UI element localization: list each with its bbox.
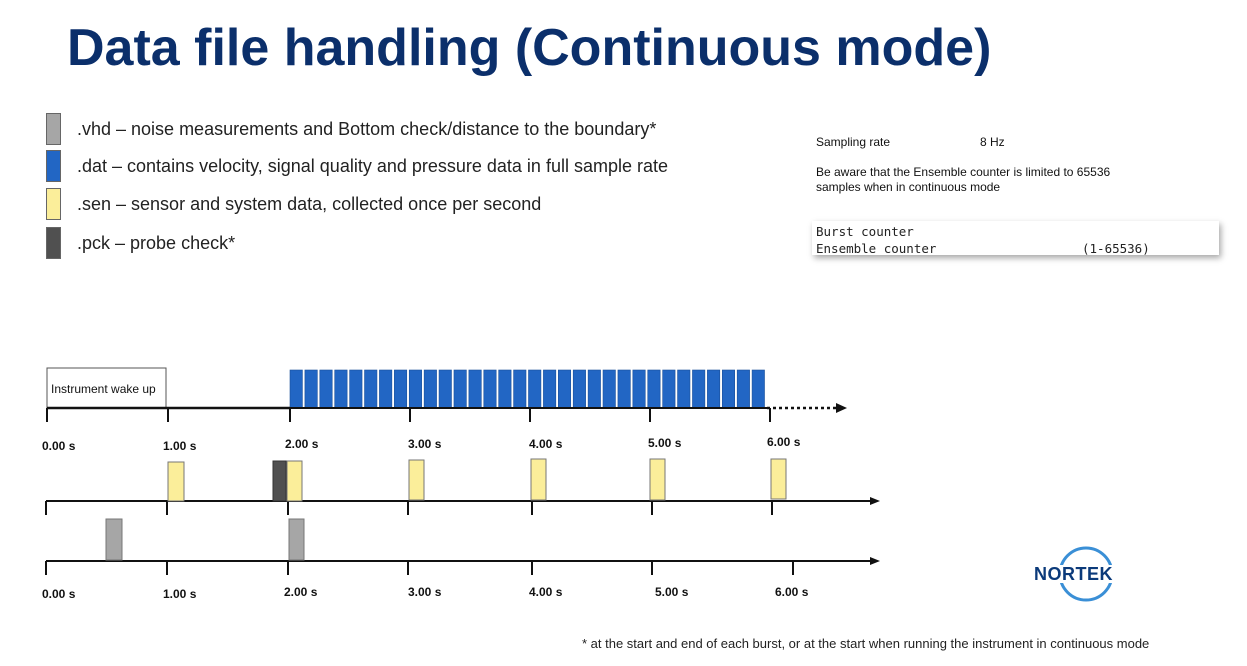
dat-block <box>334 369 348 409</box>
row2-arrowhead <box>870 497 880 505</box>
dat-block <box>647 369 661 409</box>
dat-block <box>364 369 378 409</box>
legend-item-pck: .pck – probe check* <box>46 227 235 259</box>
console-snippet: Burst counter Ensemble counter (1-65536) <box>812 221 1219 257</box>
legend-swatch-pck <box>46 227 61 259</box>
console-burst-counter: Burst counter <box>816 224 914 239</box>
dat-block <box>498 369 512 409</box>
console-ensemble-row: Ensemble counter (1-65536) <box>816 240 1215 257</box>
dat-block <box>602 369 616 409</box>
pck-block <box>272 460 287 502</box>
ensemble-note-line2: samples when in continuous mode <box>816 180 1001 194</box>
dat-block <box>304 369 318 409</box>
legend-label-sen: .sen – sensor and system data, collected… <box>77 193 542 214</box>
dat-block <box>379 369 393 409</box>
dat-block <box>423 369 437 409</box>
legend-item-dat: .dat – contains velocity, signal quality… <box>46 150 668 182</box>
dat-block <box>572 369 586 409</box>
legend-item-sen: .sen – sensor and system data, collected… <box>46 188 541 220</box>
sampling-rate-label: Sampling rate <box>816 135 891 149</box>
dat-block <box>632 369 646 409</box>
bottom-tick-label-0: 0.00 s <box>42 587 76 601</box>
bottom-tick-label-5: 5.00 s <box>655 585 689 599</box>
bottom-tick-label-4: 4.00 s <box>529 585 563 599</box>
sen-block-2 <box>286 460 303 502</box>
row3-arrowhead <box>870 557 880 565</box>
vhd-block-2 <box>288 518 305 561</box>
wake-up-label: Instrument wake up <box>51 382 156 396</box>
dat-block <box>468 369 482 409</box>
top-tick-label-3: 3.00 s <box>408 437 442 451</box>
dat-block <box>319 369 333 409</box>
legend-label-pck: .pck – probe check* <box>77 232 236 253</box>
dat-block <box>408 369 422 409</box>
row1-arrowhead <box>836 403 847 413</box>
dat-block <box>617 369 631 409</box>
ensemble-note-line1: Be aware that the Ensemble counter is li… <box>816 165 1111 179</box>
legend-label-dat: .dat – contains velocity, signal quality… <box>77 155 668 176</box>
dat-block <box>289 369 303 409</box>
logo-text: NORTEK <box>1034 564 1113 584</box>
dat-block <box>558 369 572 409</box>
dat-block <box>587 369 601 409</box>
bottom-tick-label-6: 6.00 s <box>775 585 809 599</box>
bottom-tick-label-2: 2.00 s <box>284 585 318 599</box>
dat-block <box>528 369 542 409</box>
legend-swatch-sen <box>46 188 61 220</box>
dat-block <box>721 369 735 409</box>
dat-block <box>751 369 765 409</box>
dat-block <box>453 369 467 409</box>
footnote: * at the start and end of each burst, or… <box>582 636 1150 651</box>
top-tick-label-5: 5.00 s <box>648 436 682 450</box>
top-tick-label-0: 0.00 s <box>42 439 76 453</box>
bottom-tick-label-1: 1.00 s <box>163 587 197 601</box>
sen-block-5 <box>649 458 666 501</box>
top-tick-label-6: 6.00 s <box>767 435 801 449</box>
console-ensemble-range: (1-65536) <box>1082 241 1150 256</box>
dat-block <box>483 369 497 409</box>
sen-block-1 <box>167 461 185 502</box>
sampling-rate-value: 8 Hz <box>980 135 1005 149</box>
dat-block <box>677 369 691 409</box>
sen-block-4 <box>530 458 547 501</box>
legend-label-vhd: .vhd – noise measurements and Bottom che… <box>77 118 657 139</box>
logo-text-backing <box>1032 565 1120 583</box>
dat-block <box>707 369 721 409</box>
legend-swatch-vhd <box>46 113 61 145</box>
dat-block <box>438 369 452 409</box>
sen-block-6 <box>770 458 787 500</box>
top-tick-label-2: 2.00 s <box>285 437 319 451</box>
legend-swatch-dat <box>46 150 61 182</box>
nortek-logo: NORTEK <box>1032 546 1120 602</box>
top-tick-label-1: 1.00 s <box>163 439 197 453</box>
dat-block <box>662 369 676 409</box>
dat-block <box>513 369 527 409</box>
wake-up-box <box>46 367 167 409</box>
top-tick-label-4: 4.00 s <box>529 437 563 451</box>
dat-block <box>543 369 557 409</box>
vhd-block-1 <box>105 518 123 561</box>
console-ensemble-counter: Ensemble counter <box>816 241 937 256</box>
page-title: Data file handling (Continuous mode) <box>67 19 992 77</box>
dat-block <box>692 369 706 409</box>
dat-block <box>394 369 408 409</box>
sen-block-3 <box>408 459 425 501</box>
dat-block <box>736 369 750 409</box>
dat-block <box>349 369 363 409</box>
legend-item-vhd: .vhd – noise measurements and Bottom che… <box>46 113 656 145</box>
row1-ticks <box>46 408 771 422</box>
bottom-tick-label-3: 3.00 s <box>408 585 442 599</box>
dat-blocks <box>289 369 765 409</box>
